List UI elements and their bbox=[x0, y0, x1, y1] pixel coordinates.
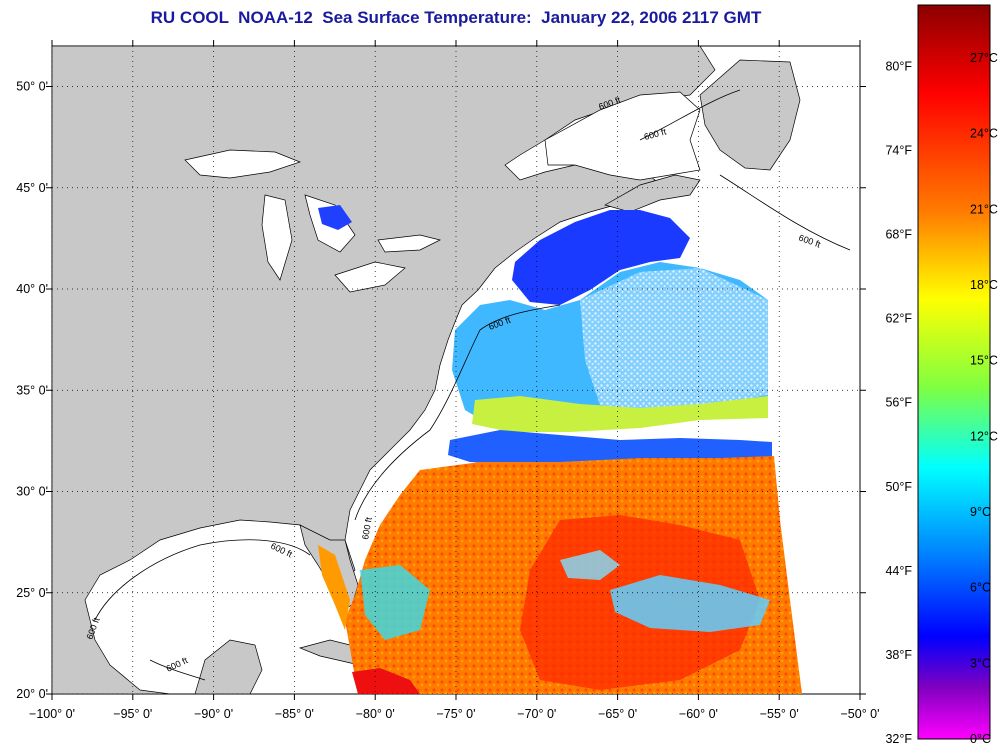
sst-caribbean-red bbox=[352, 668, 420, 694]
sst-band-blue bbox=[448, 430, 772, 465]
colorbar-fahrenheit-label: 32°F bbox=[885, 732, 912, 746]
isobath-contours bbox=[94, 89, 851, 681]
lon-tick-label: −70° 0' bbox=[517, 707, 556, 721]
colorbar-fahrenheit-label: 80°F bbox=[885, 59, 912, 73]
sst-bahamas-cyan bbox=[360, 565, 430, 640]
map-axes: −100° 0' −95° 0' −90° 0' −85° 0' −80° 0' −75°… bbox=[16, 40, 880, 721]
lon-tick-label: −90° 0' bbox=[194, 707, 233, 721]
colorbar-celsius-label: 0°C bbox=[970, 732, 991, 746]
lon-tick-label: −55° 0' bbox=[760, 707, 799, 721]
lon-tick-label: −80° 0' bbox=[356, 707, 395, 721]
sst-gulfstream-yellow bbox=[472, 396, 768, 432]
land-yucatan bbox=[194, 639, 263, 694]
map-title: RU COOL NOAA-12 Sea Surface Temperature:… bbox=[150, 8, 762, 27]
lat-tick-label: 20° 0' bbox=[16, 687, 48, 701]
lat-tick-label: 35° 0' bbox=[16, 383, 48, 397]
contour-label: 600 ft bbox=[360, 516, 374, 540]
lat-tick-label: 50° 0' bbox=[16, 80, 48, 94]
lon-tick-label: −95° 0' bbox=[113, 707, 152, 721]
colorbar-fahrenheit-label: 74°F bbox=[885, 143, 912, 157]
colorbar-fahrenheit-label: 38°F bbox=[885, 648, 912, 662]
sst-cold-blue bbox=[512, 210, 690, 305]
colorbar-celsius-label: 15°C bbox=[970, 354, 998, 368]
colorbar-fahrenheit-label: 68°F bbox=[885, 228, 912, 242]
colorbar-celsius-label: 24°C bbox=[970, 127, 998, 141]
lat-tick-label: 40° 0' bbox=[16, 282, 48, 296]
colorbar-fahrenheit-label: 50°F bbox=[885, 480, 912, 494]
st-lawrence bbox=[544, 91, 701, 181]
colorbar-fahrenheit-label: 62°F bbox=[885, 312, 912, 326]
colorbar-celsius-label: 27°C bbox=[970, 51, 998, 65]
colorbar-celsius-label: 3°C bbox=[970, 656, 991, 670]
lat-tick-label: 30° 0' bbox=[16, 485, 48, 499]
colorbar-fahrenheit-label: 56°F bbox=[885, 396, 912, 410]
lon-tick-label: −75° 0' bbox=[436, 707, 475, 721]
colorbar-fahrenheit-label: 44°F bbox=[885, 564, 912, 578]
colorbar-gradient bbox=[917, 4, 991, 740]
lon-tick-label: −60° 0' bbox=[679, 707, 718, 721]
map-gridlines bbox=[52, 46, 860, 694]
colorbar-labels: 27°C 24°C 21°C 18°C 15°C 12°C 9°C 6°C 3°C 0°C 80°F… bbox=[885, 51, 997, 746]
lon-tick-label: −85° 0' bbox=[275, 707, 314, 721]
land-north-america bbox=[52, 46, 716, 694]
colorbar-celsius-label: 12°C bbox=[970, 429, 998, 443]
sst-cool-patch bbox=[560, 550, 620, 580]
colorbar-celsius-label: 9°C bbox=[970, 505, 991, 519]
lat-tick-label: 45° 0' bbox=[16, 181, 48, 195]
sst-clouds bbox=[580, 268, 768, 410]
colorbar-celsius-label: 21°C bbox=[970, 202, 998, 216]
sst-gulf-edge bbox=[318, 545, 350, 630]
sst-lake-blue bbox=[318, 205, 352, 230]
colorbar-celsius-label: 6°C bbox=[970, 581, 991, 595]
sst-cool-eddy bbox=[610, 575, 770, 632]
colorbar-celsius-label: 18°C bbox=[970, 278, 998, 292]
lon-tick-label: −50° 0' bbox=[840, 707, 879, 721]
lon-tick-label: −100° 0' bbox=[29, 707, 75, 721]
land-newfoundland bbox=[699, 59, 801, 171]
lat-tick-label: 25° 0' bbox=[16, 586, 48, 600]
lon-tick-label: −65° 0' bbox=[598, 707, 637, 721]
